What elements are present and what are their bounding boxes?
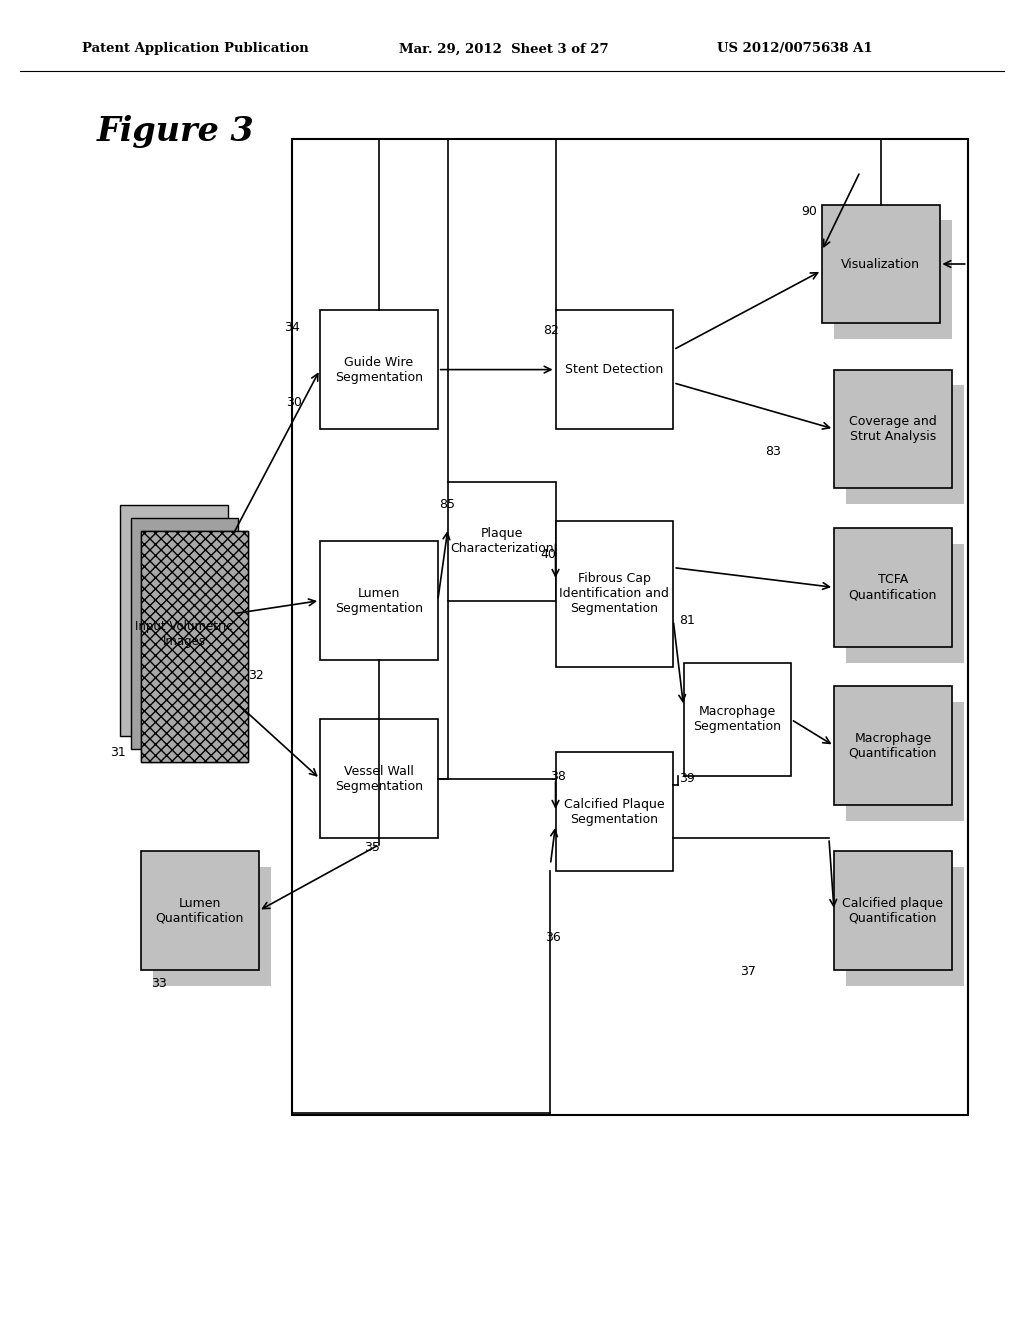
Text: Coverage and
Strut Analysis: Coverage and Strut Analysis [849,414,937,444]
Text: 37: 37 [739,965,756,978]
Text: 30: 30 [286,396,302,409]
Text: 34: 34 [284,321,300,334]
Text: Visualization: Visualization [841,257,921,271]
FancyBboxPatch shape [846,385,965,504]
Bar [121,506,228,737]
Text: Input Volumetric
Images: Input Volumetric Images [135,619,233,648]
Bar [555,752,674,871]
Text: Stent Detection: Stent Detection [565,363,664,376]
Text: Patent Application Publication: Patent Application Publication [82,42,308,55]
Text: 85: 85 [439,498,456,511]
Text: 36: 36 [545,931,561,944]
Text: Vessel Wall
Segmentation: Vessel Wall Segmentation [335,764,423,793]
Text: Mar. 29, 2012  Sheet 3 of 27: Mar. 29, 2012 Sheet 3 of 27 [399,42,609,55]
Text: 32: 32 [248,669,264,682]
Bar [555,310,674,429]
Text: 31: 31 [110,746,126,759]
Text: Guide Wire
Segmentation: Guide Wire Segmentation [335,355,423,384]
FancyBboxPatch shape [846,867,965,986]
Text: 38: 38 [550,770,566,783]
Text: 83: 83 [765,445,781,458]
Text: Fibrous Cap
Identification and
Segmentation: Fibrous Cap Identification and Segmentat… [559,573,670,615]
Text: TCFA
Quantification: TCFA Quantification [849,573,937,602]
Text: Calcified plaque
Quantification: Calcified plaque Quantification [843,896,943,925]
Bar [131,519,239,750]
Bar [141,532,248,763]
Text: 40: 40 [540,548,556,561]
Text: 90: 90 [801,205,817,218]
Text: Calcified Plaque
Segmentation: Calcified Plaque Segmentation [564,797,665,826]
Bar [319,541,438,660]
Bar [319,719,438,838]
FancyBboxPatch shape [154,867,270,986]
FancyBboxPatch shape [141,851,258,970]
FancyBboxPatch shape [834,851,952,970]
Bar [555,521,674,667]
Text: 82: 82 [543,323,559,337]
FancyBboxPatch shape [834,686,952,805]
Text: 39: 39 [679,772,695,785]
Bar [292,139,968,1115]
Text: 81: 81 [679,614,695,627]
Bar [319,310,438,429]
Text: Figure 3: Figure 3 [97,116,255,149]
Text: Macrophage
Segmentation: Macrophage Segmentation [693,705,781,734]
Text: 33: 33 [151,977,167,990]
FancyBboxPatch shape [846,544,965,663]
FancyBboxPatch shape [821,205,940,323]
FancyBboxPatch shape [834,370,952,488]
Text: Lumen
Segmentation: Lumen Segmentation [335,586,423,615]
FancyBboxPatch shape [834,528,952,647]
Text: US 2012/0075638 A1: US 2012/0075638 A1 [717,42,872,55]
Bar [684,663,791,776]
Text: Macrophage
Quantification: Macrophage Quantification [849,731,937,760]
Text: Plaque
Characterization: Plaque Characterization [450,527,554,556]
Text: 35: 35 [364,841,380,854]
Bar [449,482,555,601]
FancyBboxPatch shape [846,702,965,821]
FancyBboxPatch shape [834,220,952,339]
Text: Lumen
Quantification: Lumen Quantification [156,896,244,925]
Bar [141,532,248,763]
